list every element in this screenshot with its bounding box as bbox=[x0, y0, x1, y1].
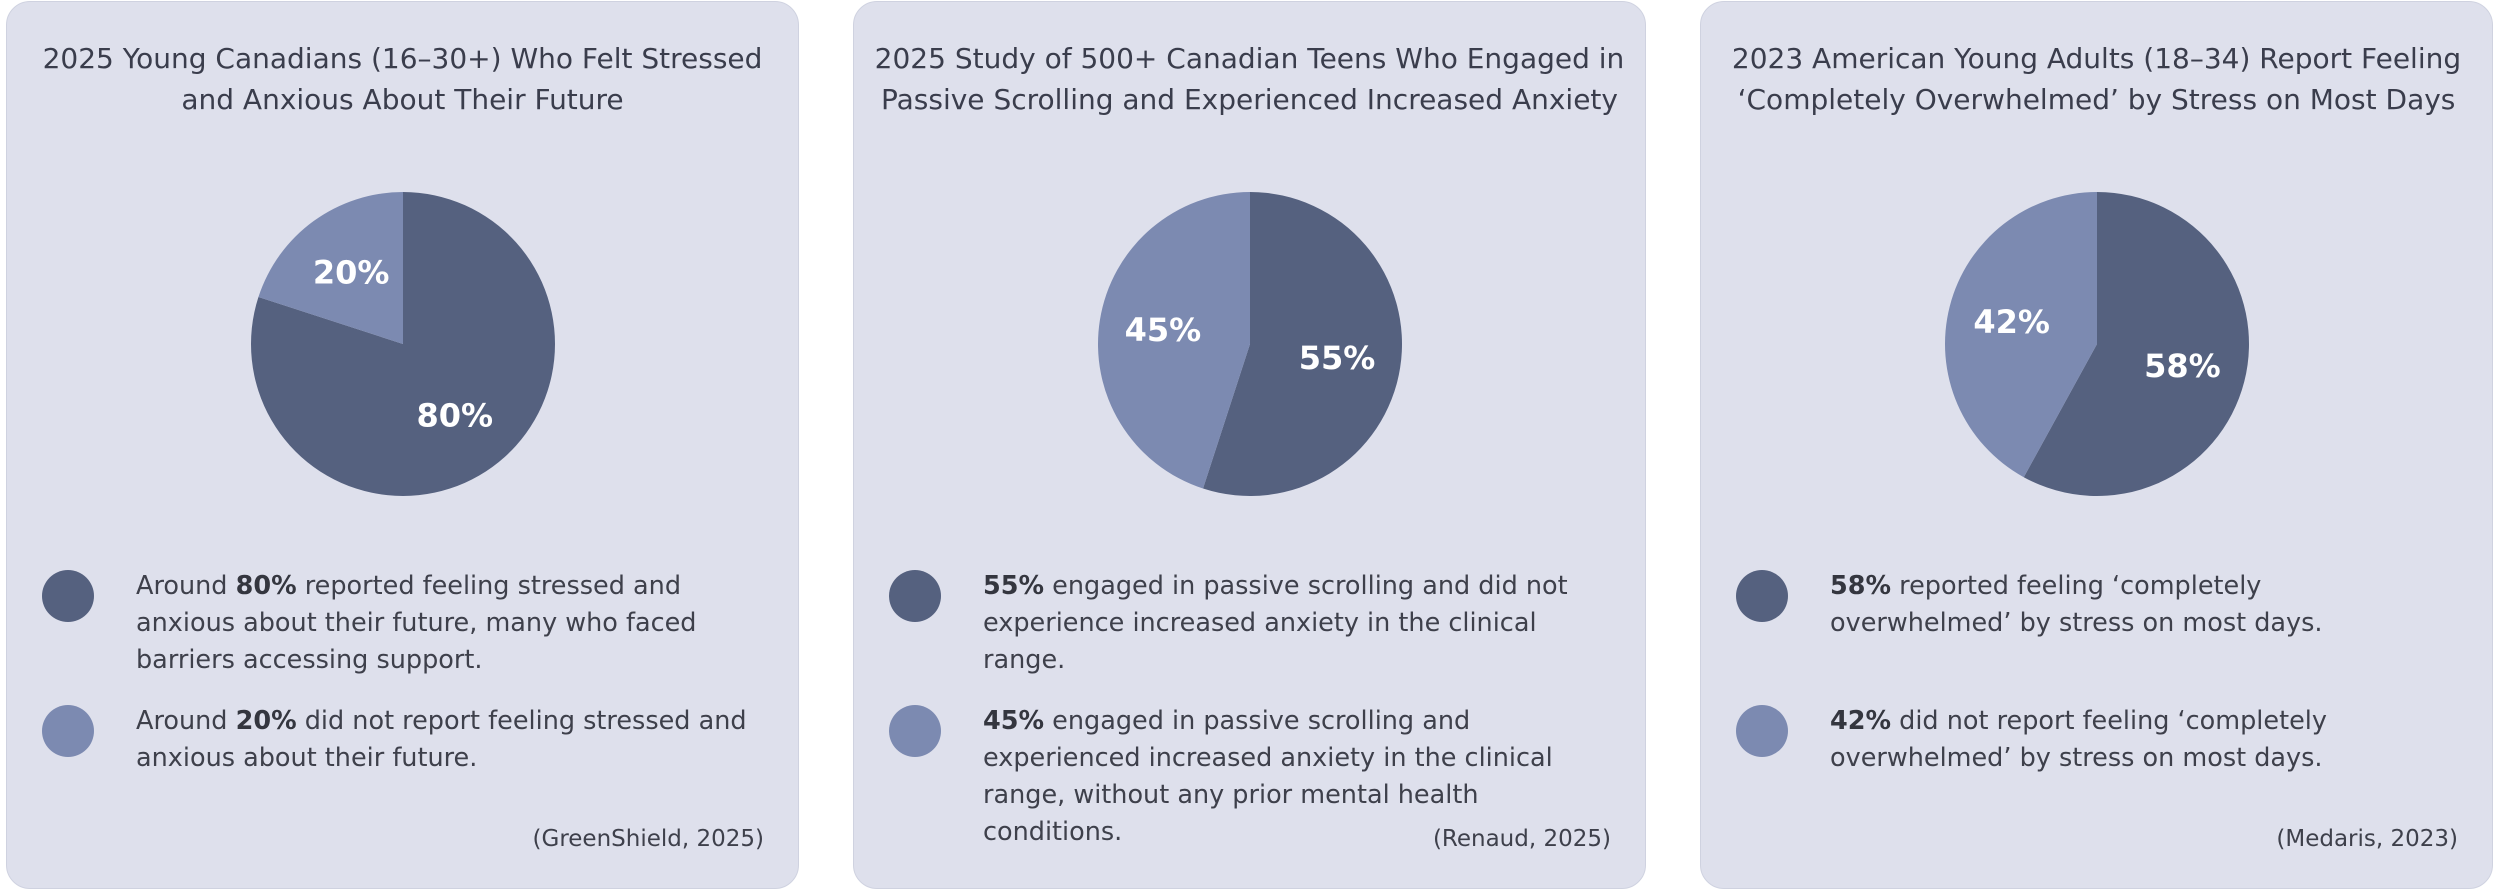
legend-percent: 42% bbox=[1830, 706, 1892, 736]
pie-slice-42 bbox=[1945, 192, 2097, 478]
pie-slice-20 bbox=[258, 192, 403, 344]
chart-title: 2025 Young Canadians (16–30+) Who Felt S… bbox=[42, 42, 763, 116]
chart-card-american-young-adults-stress: 2023 American Young Adults (18–34) Repor… bbox=[1700, 1, 2493, 889]
legend-dot-dark bbox=[42, 570, 94, 622]
legend-dot-dark bbox=[1736, 570, 1788, 622]
legend-item-80: Around 80% reported feeling stressed and… bbox=[42, 568, 778, 678]
legend-percent: 45% bbox=[983, 706, 1045, 736]
pie-slice-label-58: 58% bbox=[2144, 347, 2221, 385]
legend-item-20: Around 20% did not report feeling stress… bbox=[42, 703, 778, 783]
chart-card-canadian-youth-stress: 2025 Young Canadians (16–30+) Who Felt S… bbox=[6, 1, 799, 889]
pie-slice-label-80: 80% bbox=[417, 396, 494, 434]
pie-slice-label-55: 55% bbox=[1299, 339, 1376, 377]
pie-slice-55 bbox=[1203, 192, 1402, 496]
legend-dot-light bbox=[1736, 705, 1788, 757]
pie-slice-label-20: 20% bbox=[313, 254, 390, 292]
citation: (Renaud, 2025) bbox=[1432, 826, 1611, 852]
chart-title: 2023 American Young Adults (18–34) Repor… bbox=[1731, 42, 2462, 116]
chart-title: 2025 Study of 500+ Canadian Teens Who En… bbox=[874, 42, 1625, 116]
citation: (Medaris, 2023) bbox=[2276, 826, 2458, 852]
pie-chart: 55% 45% bbox=[1098, 192, 1402, 496]
legend-percent: 80% bbox=[235, 571, 297, 601]
legend-dot-light bbox=[42, 705, 94, 757]
citation: (GreenShield, 2025) bbox=[532, 826, 764, 852]
legend-item-58: 58% reported feeling ‘completely overwhe… bbox=[1736, 568, 2482, 648]
pie-slice-45 bbox=[1098, 192, 1250, 489]
legend-text: 42% did not report feeling ‘completely o… bbox=[1830, 706, 2327, 773]
legend-item-55: 55% engaged in passive scrolling and did… bbox=[889, 568, 1625, 675]
pie-chart: 80% 20% bbox=[251, 192, 556, 496]
legend-dot-dark bbox=[889, 570, 941, 622]
legend-percent: 58% bbox=[1830, 571, 1892, 601]
pie-slice-label-45: 45% bbox=[1125, 311, 1202, 349]
pie-slice-label-42: 42% bbox=[1973, 303, 2050, 341]
legend-percent: 20% bbox=[235, 706, 297, 736]
legend-text: Around 20% did not report feeling stress… bbox=[136, 706, 747, 773]
pie-chart: 58% 42% bbox=[1945, 192, 2249, 496]
pie-slice-58 bbox=[2023, 192, 2249, 496]
legend-text: Around 80% reported feeling stressed and… bbox=[136, 571, 697, 675]
legend-dot-light bbox=[889, 705, 941, 757]
legend-item-42: 42% did not report feeling ‘completely o… bbox=[1736, 703, 2482, 783]
legend-text: 45% engaged in passive scrolling and exp… bbox=[983, 706, 1553, 847]
legend-text: 58% reported feeling ‘completely overwhe… bbox=[1830, 571, 2323, 638]
legend-percent: 55% bbox=[983, 571, 1045, 601]
chart-card-passive-scrolling-anxiety: 2025 Study of 500+ Canadian Teens Who En… bbox=[853, 1, 1646, 889]
legend-item-45: 45% engaged in passive scrolling and exp… bbox=[889, 703, 1625, 847]
legend-text: 55% engaged in passive scrolling and did… bbox=[983, 571, 1568, 675]
pie-slice-80 bbox=[251, 192, 556, 496]
